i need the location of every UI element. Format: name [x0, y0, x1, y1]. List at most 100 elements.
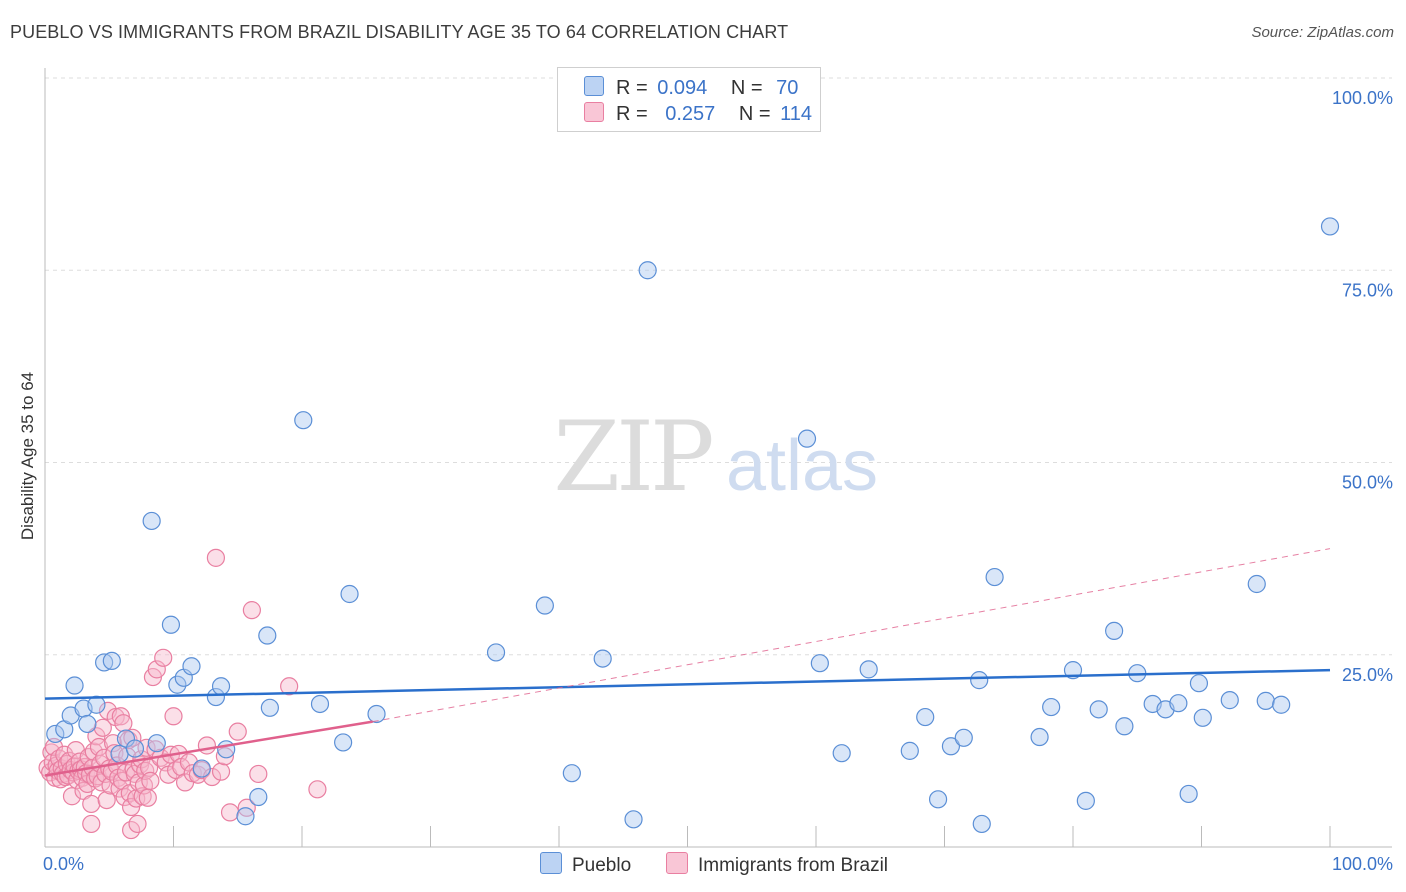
watermark-zip: ZIP	[553, 401, 712, 513]
y-tick-label: 50.0%	[1342, 473, 1393, 493]
trend-lines	[44, 548, 1331, 777]
pueblo-point	[110, 744, 129, 764]
pueblo-point	[65, 676, 84, 695]
pueblo-point	[192, 759, 211, 778]
legend-n-value: 114	[780, 103, 813, 125]
legend-swatch-brazil	[666, 852, 688, 874]
legend-label-pueblo: Pueblo	[572, 855, 632, 876]
legend-n-label: N =	[738, 103, 771, 125]
pueblo-point	[985, 567, 1004, 587]
pueblo-point	[1105, 621, 1124, 641]
watermark: ZIP atlas	[553, 401, 878, 513]
brazil-point	[82, 814, 101, 834]
brazil-point	[154, 648, 173, 667]
pueblo-point	[102, 651, 121, 671]
pueblo-point	[832, 744, 851, 763]
x-tick-label: 100.0%	[1332, 854, 1393, 874]
pueblo-point	[1220, 691, 1239, 710]
brazil-point	[280, 677, 299, 696]
pueblo-point	[486, 643, 506, 662]
brazil-point	[111, 707, 130, 726]
tick-labels: 25.0% 50.0% 75.0% 100.0% 0.0% 100.0%	[43, 88, 1393, 874]
legend-item-brazil: Immigrants from Brazil	[666, 852, 888, 877]
legend-row-pueblo: R = 0.094 N = 70	[584, 76, 798, 100]
brazil-point	[141, 771, 160, 790]
brazil-point	[138, 788, 157, 807]
y-tick-label: 100.0%	[1332, 88, 1393, 108]
pueblo-point	[161, 615, 181, 634]
legend-r-label: R =	[616, 103, 648, 125]
brazil-point	[128, 814, 147, 834]
pueblo-point	[340, 584, 359, 604]
brazil-point	[97, 790, 116, 810]
pueblo-point	[168, 675, 187, 694]
pueblo-point	[78, 714, 97, 734]
brazil-trend-line	[44, 720, 373, 777]
legend-swatch-pueblo	[540, 852, 562, 874]
brazil-point	[129, 773, 148, 792]
correlation-legend: R = 0.094 N = 70 R = 0.257 N = 114	[557, 67, 821, 132]
pueblo-point	[147, 734, 166, 753]
legend-swatch-pueblo	[584, 76, 604, 96]
pueblo-point	[638, 261, 657, 280]
pueblo-point	[1189, 674, 1209, 693]
source-label: Source: ZipAtlas.com	[1251, 24, 1394, 41]
brazil-point	[220, 803, 240, 822]
pueblo-point	[810, 654, 829, 673]
pueblo-point	[367, 704, 386, 724]
pueblo-point	[928, 790, 948, 809]
brazil-point	[44, 737, 64, 757]
pueblo-point	[535, 596, 554, 615]
brazil-point	[82, 794, 101, 814]
brazil-point	[308, 780, 327, 799]
pueblo-point	[1256, 691, 1275, 710]
pueblo-point	[294, 411, 313, 430]
legend-n-label: N =	[730, 77, 763, 99]
pueblo-point	[954, 728, 973, 747]
brazil-point	[121, 797, 141, 817]
pueblo-point	[1320, 217, 1340, 236]
brazil-point	[114, 714, 133, 733]
brazil-point	[62, 787, 82, 806]
pueblo-point	[125, 739, 145, 758]
pueblo-point	[258, 626, 277, 645]
pueblo-point	[1089, 700, 1108, 719]
legend-row-brazil: R = 0.257 N = 114	[584, 102, 812, 126]
watermark-atlas: atlas	[726, 426, 878, 506]
axes	[44, 68, 1392, 848]
legend-r-value: 0.094	[657, 77, 708, 99]
pueblo-point	[1030, 727, 1049, 747]
brazil-point	[147, 660, 166, 679]
legend-item-pueblo: Pueblo	[540, 852, 631, 877]
pueblo-point	[1076, 791, 1095, 810]
brazil-trend-extension	[372, 548, 1331, 723]
pueblo-point	[1063, 661, 1083, 680]
pueblo-point	[1042, 697, 1061, 717]
brazil-point	[215, 747, 234, 766]
gridlines	[45, 77, 1392, 656]
pueblo-point	[1115, 717, 1134, 736]
brazil-point	[123, 728, 142, 747]
pueblo-point	[211, 677, 231, 696]
pueblo-point	[142, 511, 161, 531]
pueblo-point	[1169, 694, 1188, 713]
brazil-point	[93, 718, 112, 737]
x-tick-label: 0.0%	[43, 854, 84, 874]
pueblo-point	[116, 729, 136, 748]
pueblo-point	[562, 764, 581, 783]
y-tick-label: 25.0%	[1342, 665, 1393, 685]
brazil-point	[206, 548, 226, 567]
pueblo-point	[1193, 708, 1212, 727]
brazil-point	[164, 707, 183, 726]
pueblo-point	[249, 787, 268, 807]
pueblo-point	[310, 694, 330, 714]
pueblo-point	[334, 733, 353, 752]
pueblo-point	[182, 657, 201, 676]
pueblo-point	[970, 671, 989, 690]
pueblo-point	[859, 660, 878, 679]
pueblo-point	[1272, 695, 1291, 714]
pueblo-point	[217, 740, 236, 759]
brazil-point	[197, 736, 217, 755]
pueblo-point	[236, 807, 255, 826]
